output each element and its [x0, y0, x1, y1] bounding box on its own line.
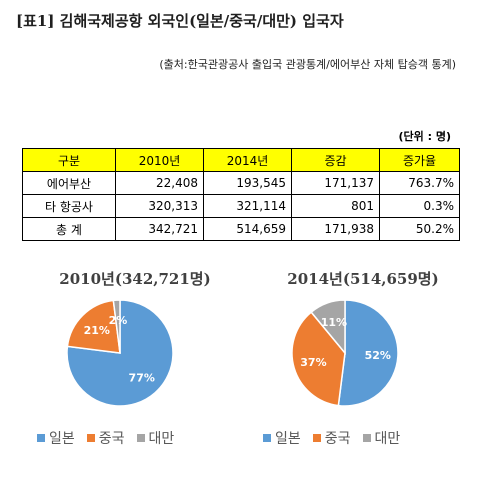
legend-label-china: 중국 — [98, 431, 125, 447]
table-row: 에어부산 22,408 193,545 171,137 763.7% — [22, 171, 460, 195]
stats-table: 구분 2010년 2014년 증감 증가율 에어부산 22,408 193,54… — [22, 148, 460, 241]
table-cell: 0.3% — [379, 194, 460, 218]
row-label: 총 계 — [22, 217, 116, 241]
header-change: 증감 — [291, 148, 380, 172]
pie-2014-legend: 일본 중국 대만 — [263, 428, 400, 448]
legend-label-taiwan: 대만 — [374, 431, 401, 447]
table-row: 총 계 342,721 514,659 171,938 50.2% — [22, 217, 460, 241]
pie-label-japan: 52% — [365, 349, 391, 362]
row-label: 타 항공사 — [22, 194, 116, 218]
legend-label-japan: 일본 — [275, 431, 301, 447]
table-row: 타 항공사 320,313 321,114 801 0.3% — [22, 194, 460, 218]
pie-label-china: 37% — [300, 356, 326, 369]
header-2010: 2010년 — [115, 148, 204, 172]
pie-label-taiwan: 11% — [321, 316, 347, 329]
table-cell: 171,137 — [291, 171, 380, 195]
legend-item-taiwan: 대만 — [136, 428, 175, 448]
legend-item-taiwan: 대만 — [362, 428, 401, 448]
pie-slice-taiwan — [112, 299, 121, 354]
legend-swatch-japan — [37, 434, 45, 442]
table-cell: 514,659 — [203, 217, 292, 241]
pie-chart-2010: 77% 21%2% — [66, 299, 174, 407]
table-cell: 193,545 — [203, 171, 292, 195]
legend-swatch-china — [86, 434, 95, 442]
pie-2014-title: 2014년(514,659명) — [287, 270, 439, 288]
table-cell: 171,938 — [291, 217, 380, 241]
legend-swatch-china — [312, 434, 321, 442]
legend-item-china: 중국 — [312, 428, 351, 448]
pie-2010-title: 2010년(342,721명) — [59, 270, 211, 288]
pie-slice-china — [291, 311, 346, 407]
table-cell: 801 — [291, 194, 380, 218]
source-note: (출처:한국관광공사 출입국 관광통계/에어부산 자체 탑승객 통계) — [159, 58, 456, 71]
pie-slice-taiwan — [310, 299, 346, 356]
legend-swatch-japan — [263, 434, 271, 442]
table-cell: 50.2% — [379, 217, 460, 241]
pie-chart-2014: 52% 37% 11% — [291, 299, 399, 407]
legend-item-japan: 일본 — [37, 428, 75, 448]
table-cell: 321,114 — [203, 194, 292, 218]
table-cell: 763.7% — [379, 171, 460, 195]
pie-slice-china — [66, 299, 121, 354]
legend-label-china: 중국 — [324, 431, 351, 447]
legend-item-china: 중국 — [86, 428, 125, 448]
document-title: [표1] 김해국제공항 외국인(일본/중국/대만) 입국자 — [16, 12, 344, 30]
table-header-row: 구분 2010년 2014년 증감 증가율 — [22, 148, 460, 172]
unit-note: (단위 : 명) — [398, 130, 451, 143]
header-2014: 2014년 — [203, 148, 292, 172]
pie-2010-legend: 일본 중국 대만 — [37, 428, 174, 448]
legend-swatch-taiwan — [136, 434, 145, 442]
pie-label-taiwan: 2% — [109, 314, 128, 327]
table-cell: 342,721 — [115, 217, 204, 241]
table-cell: 320,313 — [115, 194, 204, 218]
legend-label-japan: 일본 — [49, 431, 75, 447]
pie-label-japan: 77% — [129, 372, 155, 385]
row-label: 에어부산 — [22, 171, 116, 195]
header-category: 구분 — [22, 148, 116, 172]
pie-slice-japan — [337, 299, 399, 407]
legend-item-japan: 일본 — [263, 428, 301, 448]
table-cell: 22,408 — [115, 171, 204, 195]
header-growth: 증가율 — [379, 148, 460, 172]
legend-label-taiwan: 대만 — [148, 431, 175, 447]
pie-label-china: 21% — [84, 324, 110, 337]
legend-swatch-taiwan — [362, 434, 371, 442]
